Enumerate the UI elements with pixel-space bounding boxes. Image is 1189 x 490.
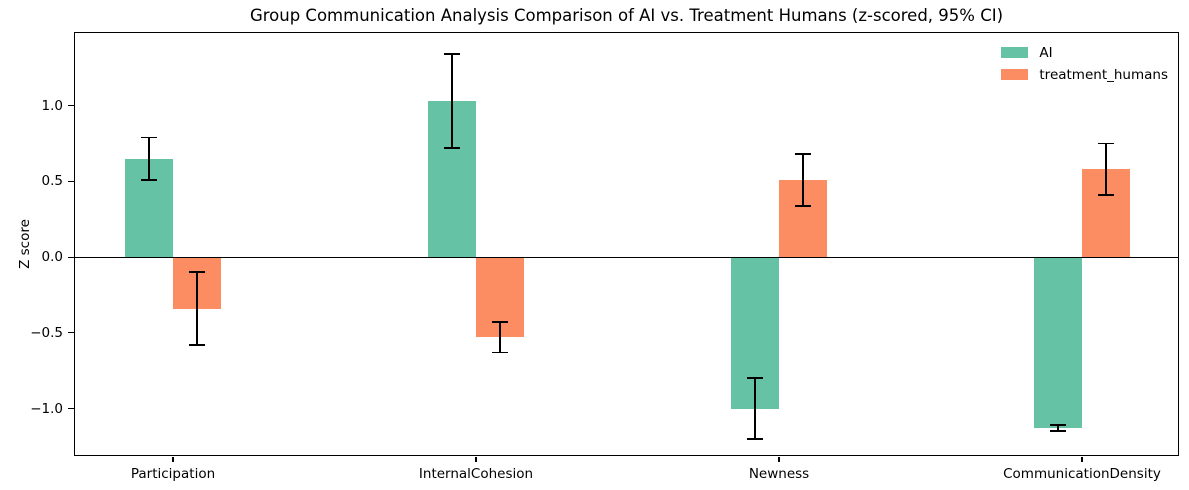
errorbar-AI-Participation-cap-top	[141, 136, 157, 139]
errorbar-treatment_humans-InternalCohesion-cap-top	[492, 321, 508, 324]
plot-area: AI treatment_humans 1.0 0.5 0.0 −0.5 −1.0 Par…	[30, 32, 1179, 482]
legend: AI treatment_humans	[1001, 43, 1168, 84]
errorbar-AI-Newness-cap-bottom	[747, 437, 763, 440]
errorbar-AI-InternalCohesion-cap-top	[444, 53, 460, 56]
errorbar-treatment_humans-Newness-cap-bottom	[795, 204, 811, 207]
errorbar-AI-CommunicationDensity-line	[1057, 425, 1059, 432]
errorbar-treatment_humans-Participation-cap-bottom	[189, 344, 205, 346]
y-tick-label: 1.0	[41, 97, 63, 114]
x-tick-label: CommunicationDensity	[1003, 466, 1161, 482]
x-tick-label: Participation	[130, 466, 216, 482]
errorbar-AI-Participation-line	[148, 137, 150, 180]
errorbar-AI-Participation-cap-bottom	[141, 178, 157, 181]
errorbar-treatment_humans-CommunicationDensity-cap-top	[1098, 142, 1114, 145]
errorbar-treatment_humans-InternalCohesion-line	[499, 322, 501, 353]
y-tick	[68, 105, 74, 107]
chart-title: Group Communication Analysis Comparison …	[249, 6, 1004, 25]
errorbar-treatment_humans-CommunicationDensity-cap-bottom	[1098, 194, 1114, 196]
legend-item-ai: AI	[1001, 43, 1053, 62]
x-tick-label: InternalCohesion	[418, 466, 534, 482]
errorbar-AI-CommunicationDensity-cap-bottom	[1050, 430, 1066, 433]
x-tick-label: Newness	[748, 466, 810, 482]
legend-swatch-treatment-humans	[1001, 69, 1029, 80]
errorbar-AI-InternalCohesion-cap-bottom	[444, 147, 460, 149]
x-tick	[172, 457, 174, 462]
y-tick	[68, 332, 74, 334]
errorbar-AI-Newness-cap-top	[747, 377, 763, 380]
y-tick-label: −1.0	[30, 400, 63, 417]
y-tick	[68, 256, 74, 258]
errorbar-treatment_humans-InternalCohesion-cap-bottom	[492, 351, 508, 354]
legend-label-treatment-humans: treatment_humans	[1039, 66, 1168, 83]
y-tick	[68, 407, 74, 410]
errorbar-treatment_humans-Participation-line	[196, 272, 198, 345]
y-tick-label: 0.5	[41, 173, 63, 190]
errorbar-AI-InternalCohesion-line	[451, 54, 453, 149]
errorbar-treatment_humans-Newness-line	[802, 154, 804, 206]
x-tick	[778, 457, 780, 462]
y-tick	[68, 180, 74, 182]
x-tick	[475, 457, 477, 462]
errorbar-AI-Newness-line	[754, 378, 756, 439]
errorbar-treatment_humans-Participation-cap-top	[189, 271, 205, 274]
y-tick-label: −0.5	[30, 324, 63, 341]
zero-line	[75, 256, 1178, 258]
legend-label-ai: AI	[1039, 44, 1053, 61]
errorbar-treatment_humans-CommunicationDensity-line	[1105, 143, 1107, 196]
errorbar-AI-CommunicationDensity-cap-top	[1050, 424, 1066, 427]
bar-AI-CommunicationDensity	[1034, 257, 1082, 429]
y-tick-label: 0.0	[41, 249, 63, 266]
errorbar-treatment_humans-Newness-cap-top	[795, 153, 811, 156]
legend-item-treatment-humans: treatment_humans	[1001, 65, 1168, 84]
x-tick	[1081, 457, 1083, 462]
legend-swatch-ai	[1001, 47, 1029, 58]
